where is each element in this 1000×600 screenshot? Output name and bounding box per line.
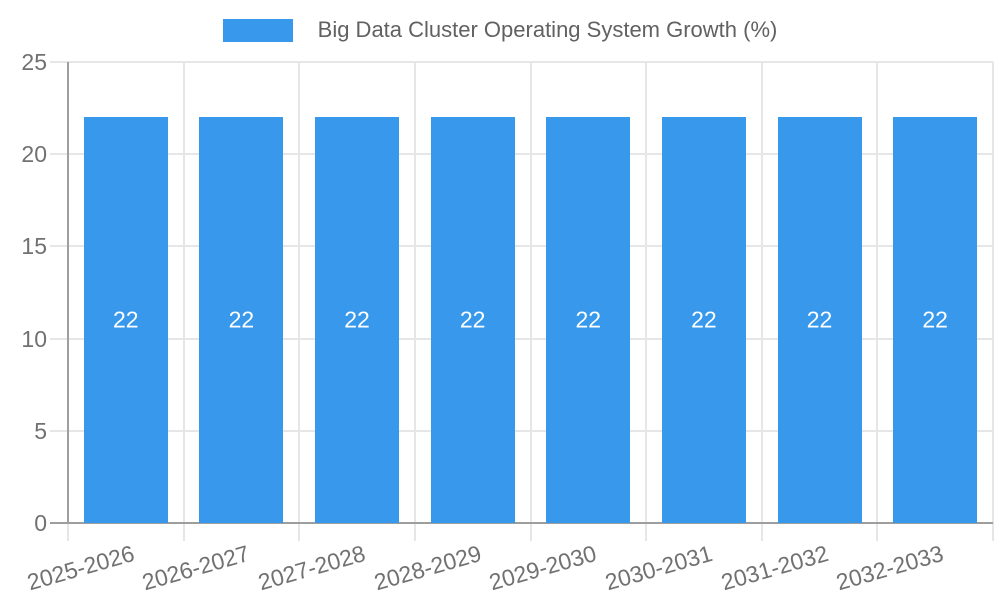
- x-tick-mark: [182, 523, 185, 541]
- x-tick-label: 2030-2031: [602, 540, 716, 596]
- y-tick-label: 0: [34, 510, 47, 536]
- x-tick-mark: [529, 523, 532, 541]
- y-tick-label: 20: [21, 141, 47, 168]
- y-tick-mark: [50, 337, 68, 340]
- x-tick-mark: [760, 523, 763, 541]
- y-tick-mark: [50, 153, 68, 156]
- x-tick-label: 2027-2028: [255, 540, 369, 596]
- x-tick-mark: [992, 523, 994, 541]
- legend-item[interactable]: Big Data Cluster Operating System Growth…: [0, 17, 1000, 43]
- bar[interactable]: 22: [430, 117, 515, 523]
- bar-value-label: 22: [575, 306, 602, 333]
- x-tick-mark: [67, 523, 69, 541]
- x-tick-mark: [645, 523, 648, 541]
- x-tick-mark: [876, 523, 879, 541]
- bar-value-label: 22: [459, 306, 486, 333]
- bar-value-label: 22: [922, 306, 948, 333]
- x-tick-label: 2032-2033: [833, 540, 947, 596]
- x-tick-label: 2028-2029: [370, 540, 484, 596]
- bar[interactable]: 22: [315, 117, 400, 523]
- y-tick-label: 10: [21, 325, 47, 352]
- legend-label: Big Data Cluster Operating System Growth…: [317, 17, 778, 42]
- x-tick-mark: [298, 523, 301, 541]
- bar[interactable]: 22: [893, 117, 978, 523]
- x-tick-label: 2025-2026: [24, 540, 137, 596]
- x-gridline: [298, 62, 301, 523]
- bar-value-label: 22: [113, 306, 139, 333]
- bar[interactable]: 22: [777, 117, 862, 523]
- x-gridline: [182, 62, 185, 523]
- x-tick-label: 2029-2030: [486, 540, 600, 596]
- x-gridline: [992, 62, 994, 523]
- x-gridline: [413, 62, 416, 523]
- bar[interactable]: 22: [199, 117, 284, 523]
- y-axis-line: [67, 62, 69, 523]
- x-gridline: [760, 62, 763, 523]
- y-tick-mark: [50, 429, 68, 432]
- x-gridline: [876, 62, 879, 523]
- x-tick-label: 2031-2032: [717, 540, 831, 596]
- bar[interactable]: 22: [661, 117, 746, 523]
- bar[interactable]: 22: [546, 117, 631, 523]
- y-tick-label: 25: [21, 49, 47, 75]
- y-tick-mark: [50, 61, 68, 63]
- legend-swatch: [222, 18, 293, 42]
- x-axis-line: [50, 522, 993, 524]
- y-tick-mark: [50, 245, 68, 248]
- y-tick-label: 15: [21, 233, 47, 260]
- x-tick-label: 2026-2027: [139, 540, 253, 596]
- bar-value-label: 22: [691, 306, 717, 333]
- x-gridline: [645, 62, 648, 523]
- bar-value-label: 22: [228, 306, 255, 333]
- bar-value-label: 22: [344, 306, 370, 333]
- bar[interactable]: 22: [83, 117, 168, 523]
- x-gridline: [529, 62, 532, 523]
- y-tick-label: 5: [34, 417, 47, 444]
- x-tick-mark: [413, 523, 416, 541]
- bar-value-label: 22: [806, 306, 833, 333]
